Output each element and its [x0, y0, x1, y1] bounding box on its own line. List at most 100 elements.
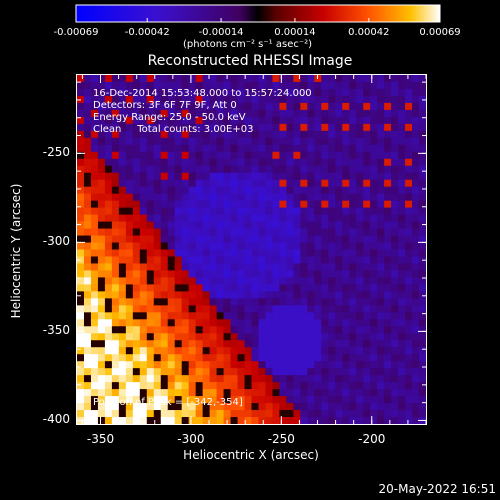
heatmap-cell: [90, 200, 99, 209]
heatmap-cell: [132, 312, 141, 320]
heatmap-cell: [90, 221, 99, 230]
heatmap-cell: [363, 333, 371, 341]
heatmap-cell: [104, 102, 113, 111]
heatmap-cell: [188, 368, 197, 376]
heatmap-cell: [153, 382, 162, 390]
heatmap-cell: [230, 137, 239, 146]
heatmap-cell: [321, 81, 329, 90]
heatmap-cell: [342, 221, 350, 230]
heatmap-cell: [223, 361, 232, 369]
heatmap-cell: [272, 242, 280, 250]
heatmap-cell: [167, 396, 176, 404]
heatmap-cell: [258, 88, 266, 97]
heatmap-cell: [391, 158, 399, 167]
heatmap-cell: [307, 291, 315, 299]
heatmap-cell: [146, 249, 155, 257]
heatmap-cell: [174, 333, 183, 341]
heatmap-cell: [370, 256, 378, 264]
heatmap-cell: [174, 214, 183, 223]
heatmap-cell: [286, 354, 294, 362]
heatmap-cell: [111, 221, 120, 230]
heatmap-cell: [139, 214, 148, 223]
heatmap-cell: [300, 347, 308, 355]
annotation-detectors: Detectors: 3F 6F 7F 9F, Att 0: [93, 100, 237, 111]
heatmap-cell: [419, 144, 426, 153]
heatmap-cell: [181, 319, 190, 327]
heatmap-cell: [160, 403, 169, 411]
heatmap-cell: [405, 354, 413, 362]
heatmap-cell: [104, 333, 113, 341]
heatmap-cell: [90, 193, 99, 202]
heatmap-cell: [300, 123, 308, 132]
heatmap-cell: [356, 326, 364, 334]
heatmap-cell: [328, 186, 336, 195]
heatmap-cell: [342, 361, 350, 369]
heatmap-cell: [391, 221, 399, 230]
heatmap-cell: [286, 193, 294, 202]
heatmap-cell: [118, 291, 127, 299]
heatmap-cell: [195, 235, 204, 244]
heatmap-cell: [77, 242, 85, 250]
heatmap-cell: [293, 200, 301, 209]
heatmap-cell: [293, 270, 301, 278]
heatmap-cell: [342, 354, 350, 362]
heatmap-cell: [265, 109, 273, 118]
heatmap-cell: [265, 221, 273, 230]
heatmap-cell: [97, 277, 106, 285]
heatmap-cell: [202, 130, 211, 139]
heatmap-cell: [335, 410, 343, 418]
heatmap-cell: [356, 200, 364, 209]
heatmap-cell: [125, 417, 134, 424]
y-tick-label: -250: [42, 145, 70, 160]
heatmap-cell: [300, 270, 308, 278]
heatmap-cell: [139, 361, 148, 369]
heatmap-cell: [146, 298, 155, 306]
heatmap-cell: [230, 249, 239, 257]
heatmap-cell: [279, 151, 287, 160]
heatmap-cell: [181, 403, 190, 411]
heatmap-cell: [251, 319, 259, 327]
heatmap-cell: [132, 347, 141, 355]
heatmap-cell: [153, 417, 162, 424]
heatmap-cell: [328, 144, 336, 153]
heatmap-cell: [216, 151, 225, 160]
heatmap-cell: [237, 200, 246, 209]
heatmap-cell: [111, 172, 120, 181]
heatmap-cell: [412, 102, 420, 111]
heatmap-cell: [153, 347, 162, 355]
heatmap-cell: [342, 291, 350, 299]
heatmap-cell: [258, 410, 266, 418]
heatmap-cell: [146, 116, 155, 125]
heatmap-cell: [398, 263, 406, 271]
heatmap-cell: [321, 403, 329, 411]
heatmap-cell: [160, 277, 169, 285]
heatmap-cell: [223, 340, 232, 348]
heatmap-cell: [209, 340, 218, 348]
heatmap-cell: [272, 410, 280, 418]
heatmap-cell: [97, 228, 106, 237]
heatmap-cell: [314, 130, 322, 139]
heatmap-cell: [342, 172, 350, 181]
heatmap-cell: [216, 256, 225, 264]
heatmap-cell: [83, 326, 92, 334]
heatmap-cell: [97, 256, 106, 264]
heatmap-cell: [279, 123, 287, 132]
heatmap-cell: [272, 88, 280, 97]
heatmap-cell: [363, 249, 371, 257]
heatmap-cell: [223, 249, 232, 257]
heatmap-cell: [328, 207, 336, 216]
heatmap-cell: [167, 75, 176, 83]
heatmap-cell: [377, 207, 385, 216]
heatmap-cell: [118, 417, 127, 424]
heatmap-cell: [384, 270, 392, 278]
heatmap-cell: [111, 151, 120, 160]
heatmap-cell: [398, 75, 406, 83]
heatmap-cell: [391, 102, 399, 111]
heatmap-cell: [83, 368, 92, 376]
heatmap-cell: [230, 214, 239, 223]
heatmap-cell: [307, 326, 315, 334]
heatmap-cell: [321, 361, 329, 369]
heatmap-cell: [77, 200, 85, 209]
heatmap-cell: [216, 186, 225, 195]
heatmap-cell: [160, 88, 169, 97]
